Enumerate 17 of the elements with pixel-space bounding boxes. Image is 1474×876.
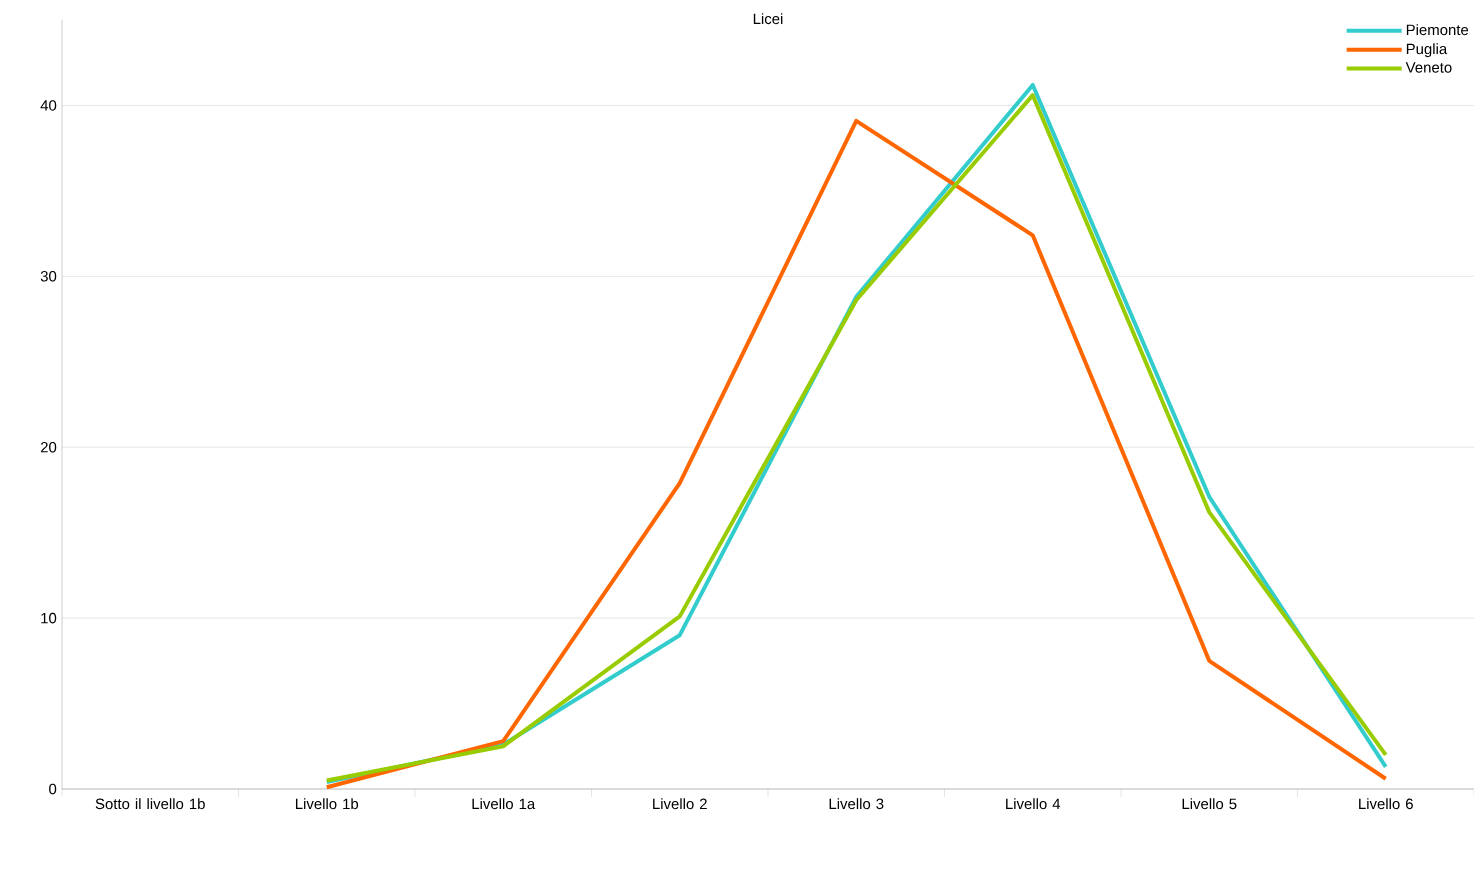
chart-title: Licei bbox=[753, 13, 783, 25]
y-tick-label: 30 bbox=[40, 271, 57, 282]
x-tick-label: Livello 1a bbox=[472, 798, 536, 810]
x-tick-label: Sotto il livello 1b bbox=[95, 798, 205, 810]
x-tick-label: Livello 3 bbox=[829, 798, 884, 810]
legend-label: Puglia bbox=[1406, 43, 1448, 58]
y-tick-label: 20 bbox=[40, 441, 57, 453]
x-tick-label: Livello 4 bbox=[1006, 798, 1061, 810]
x-tick-label: Livello 1b bbox=[295, 798, 359, 810]
x-tick-label: Livello 5 bbox=[1182, 798, 1237, 810]
y-tick-label: 40 bbox=[40, 100, 57, 111]
legend-label: Veneto bbox=[1405, 62, 1452, 73]
x-tick-label: Livello 2 bbox=[653, 798, 707, 810]
legend-label: Piemonte bbox=[1406, 24, 1469, 36]
y-tick-label: 0 bbox=[49, 783, 57, 795]
y-tick-label: 10 bbox=[41, 612, 57, 624]
x-tick-label: Livello 6 bbox=[1359, 798, 1413, 810]
